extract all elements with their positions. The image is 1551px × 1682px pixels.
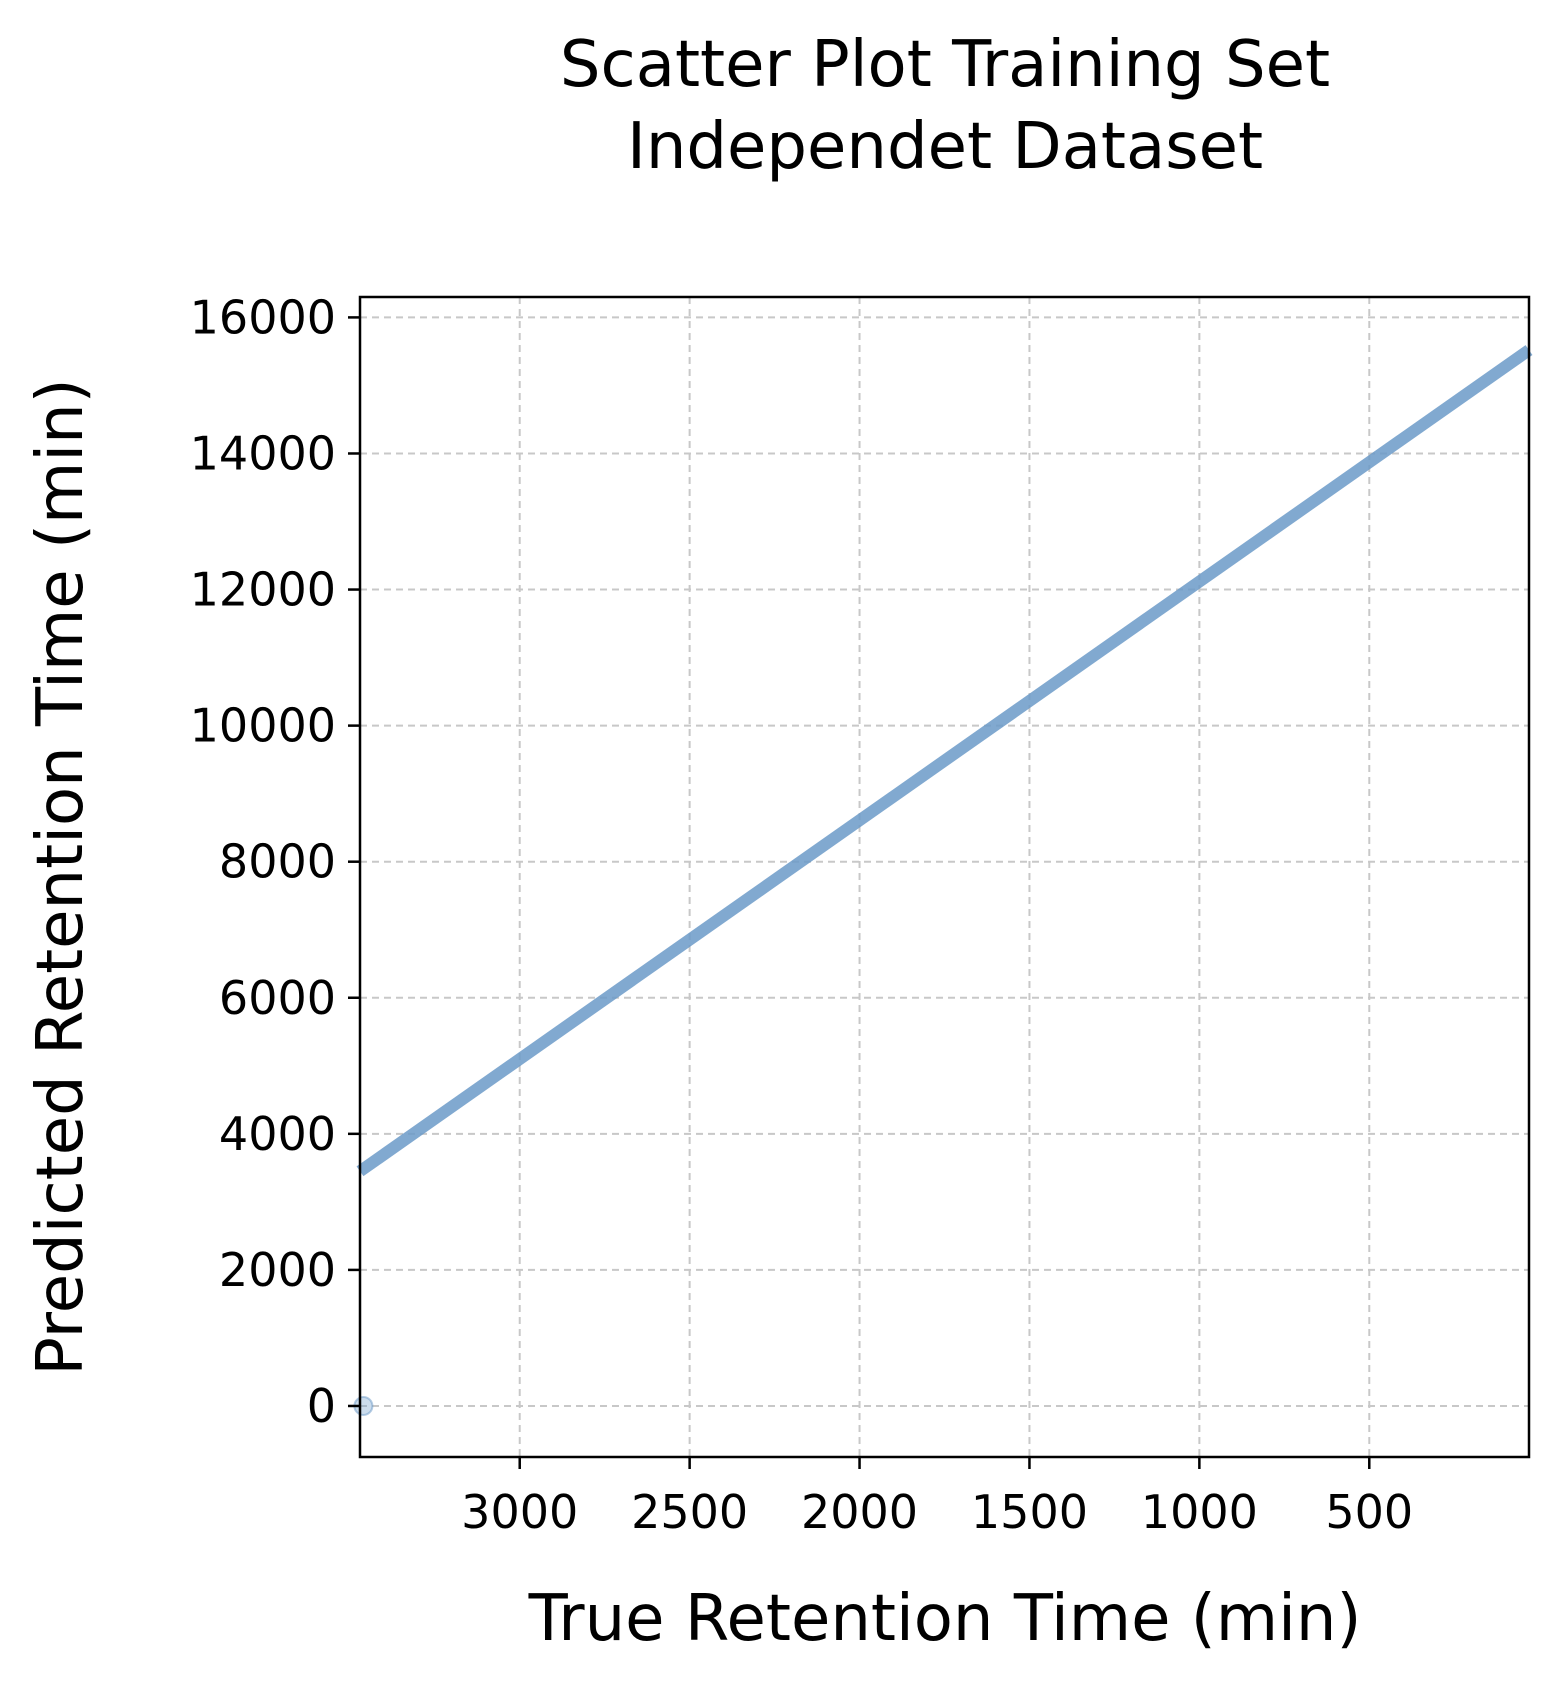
y-tick-label-6: 12000 bbox=[190, 563, 336, 617]
x-axis-label: True Retention Time (min) bbox=[528, 1582, 1362, 1656]
x-tick-label-4: 1000 bbox=[1141, 1485, 1258, 1539]
y-tick-label-4: 8000 bbox=[219, 835, 336, 889]
y-tick-label-0: 0 bbox=[307, 1379, 336, 1433]
chart-title: Scatter Plot Training Set Independet Dat… bbox=[560, 28, 1330, 184]
grid-lines bbox=[360, 297, 1529, 1457]
chart-title-line-1: Scatter Plot Training Set bbox=[560, 28, 1330, 102]
fit-line-layer bbox=[356, 345, 1533, 1177]
y-axis-label: Predicted Retention Time (min) bbox=[24, 378, 98, 1375]
y-axis-ticks: 0 2000 4000 6000 8000 10000 12000 14000 16000 bbox=[190, 290, 360, 1433]
y-tick-label-1: 2000 bbox=[219, 1243, 336, 1297]
y-tick-label-5: 10000 bbox=[190, 699, 336, 753]
x-tick-label-0: 3000 bbox=[461, 1485, 578, 1539]
x-tick-label-5: 500 bbox=[1325, 1485, 1413, 1539]
y-tick-label-3: 6000 bbox=[219, 971, 336, 1025]
x-tick-label-3: 1500 bbox=[971, 1485, 1088, 1539]
x-axis-ticks: 3000 2500 2000 1500 1000 500 bbox=[461, 1457, 1413, 1539]
chart-title-line-2: Independet Dataset bbox=[627, 110, 1263, 184]
x-tick-label-1: 2500 bbox=[631, 1485, 748, 1539]
fit-line bbox=[356, 345, 1533, 1177]
y-tick-label-2: 4000 bbox=[219, 1107, 336, 1161]
x-tick-label-2: 2000 bbox=[801, 1485, 918, 1539]
y-tick-label-7: 14000 bbox=[190, 426, 336, 480]
plot-area-frame bbox=[358, 295, 1531, 1459]
y-tick-label-8: 16000 bbox=[190, 290, 336, 344]
